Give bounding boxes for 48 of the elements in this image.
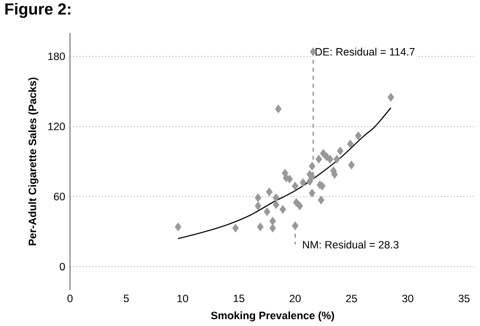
point bbox=[275, 104, 282, 114]
x-axis-title: Smoking Prevalence (%) bbox=[211, 311, 334, 322]
point bbox=[292, 182, 298, 190]
point bbox=[272, 194, 280, 202]
point bbox=[336, 146, 344, 156]
point bbox=[232, 224, 239, 232]
point bbox=[266, 188, 273, 196]
point bbox=[254, 202, 262, 210]
point bbox=[326, 154, 334, 164]
point bbox=[264, 208, 270, 216]
annotation: NM: Residual = 28.3 bbox=[302, 240, 399, 249]
x-tick-label: 15 bbox=[234, 294, 244, 302]
point bbox=[293, 198, 300, 207]
point bbox=[174, 222, 182, 232]
y-tick-label: 0 bbox=[60, 262, 65, 270]
point bbox=[292, 222, 298, 230]
y-tick-label: 120 bbox=[48, 122, 65, 130]
point bbox=[282, 174, 290, 182]
point bbox=[300, 178, 306, 187]
x-tick-label: 10 bbox=[177, 294, 188, 302]
point bbox=[318, 196, 324, 204]
annotation: DE: Residual = 114.7 bbox=[316, 48, 415, 56]
point bbox=[354, 132, 362, 140]
x-tick-label: 0 bbox=[67, 294, 73, 302]
point bbox=[296, 202, 303, 210]
chart-title: Figure 2: bbox=[5, 3, 70, 18]
x-tick-label: 35 bbox=[458, 294, 470, 302]
line-series bbox=[178, 107, 392, 240]
x-tick-label: 5 bbox=[124, 294, 129, 302]
x-tick-label: 30 bbox=[402, 294, 414, 302]
y-axis-title: Per-Adult Cigarette Sales (Packs) bbox=[28, 78, 38, 246]
point bbox=[269, 216, 276, 226]
point bbox=[388, 93, 394, 102]
point bbox=[348, 160, 355, 170]
point bbox=[269, 224, 276, 232]
y-tick-label: 180 bbox=[48, 52, 65, 60]
point bbox=[308, 188, 316, 198]
y-tick-label: 60 bbox=[54, 192, 65, 200]
point bbox=[308, 162, 316, 171]
point bbox=[257, 222, 264, 232]
point bbox=[280, 205, 286, 214]
x-tick-label: 25 bbox=[346, 294, 357, 302]
point bbox=[316, 154, 322, 164]
point bbox=[272, 200, 280, 210]
point bbox=[254, 194, 262, 202]
point bbox=[334, 154, 340, 164]
point bbox=[347, 140, 354, 148]
x-tick-label: 20 bbox=[290, 294, 301, 302]
